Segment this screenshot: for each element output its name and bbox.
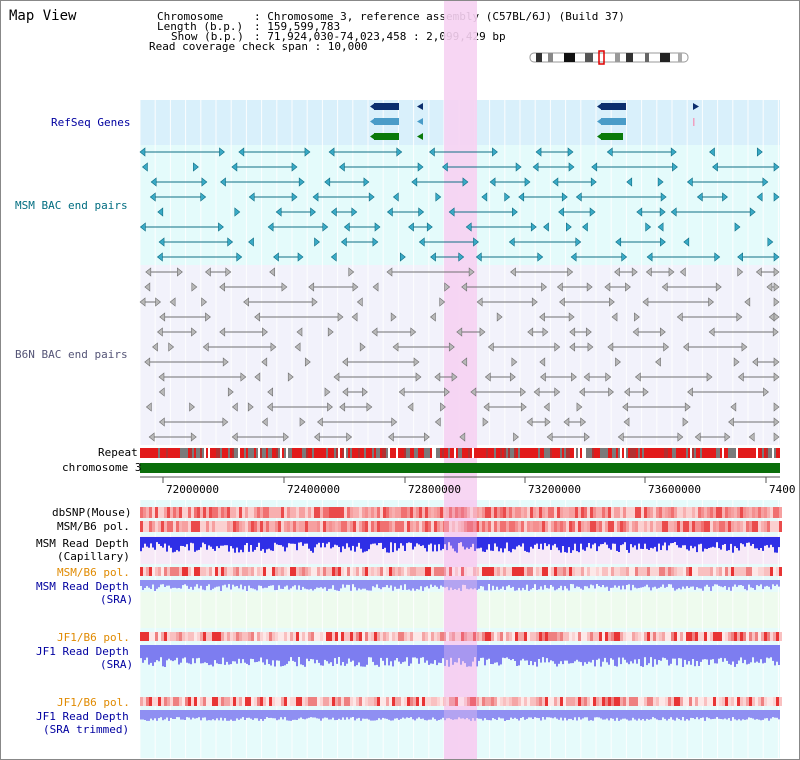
axis-tick-label: 7400: [769, 483, 796, 496]
variant-heat-tracks: [140, 507, 782, 706]
length-value: : 159,599,783: [254, 20, 341, 33]
coverage-span-text: Read coverage check span : 10,000: [149, 40, 368, 53]
length-label: Length (b.p.): [157, 20, 244, 33]
read-depth-tracks: [140, 537, 780, 721]
track-label-jf1-depth-sra[interactable]: JF1 Read Depth: [36, 645, 129, 658]
msm-bac-pairs[interactable]: [139, 147, 780, 262]
map-view-title: Map View: [9, 8, 77, 24]
track-label-repeat[interactable]: Repeat: [98, 446, 138, 459]
b6n-bac-pairs[interactable]: [139, 267, 780, 442]
track-label-msm-depth-cap[interactable]: MSM Read Depth: [36, 537, 129, 550]
chromosome-ideogram[interactable]: [529, 50, 689, 65]
axis-tick-label: 72400000: [287, 483, 340, 496]
axis-tick-label: 72000000: [166, 483, 219, 496]
highlight-overlay: [444, 500, 477, 760]
chromosome-label: Chromosome: [157, 10, 224, 23]
track-label-msm-depth-sra[interactable]: MSM Read Depth: [36, 580, 129, 593]
axis-tick-label: 73200000: [528, 483, 581, 496]
ideogram-position-marker: [598, 50, 605, 65]
track-label-jf1-depth-trim[interactable]: JF1 Read Depth: [36, 710, 129, 723]
track-label-jf1-pol-2[interactable]: JF1/B6 pol.: [57, 696, 130, 709]
track-label-jf1-depth-sra-sub: (SRA): [100, 658, 134, 671]
axis-tick-label: 72800000: [408, 483, 461, 496]
track-label-jf1-pol-1[interactable]: JF1/B6 pol.: [57, 631, 130, 644]
track-label-chromosome[interactable]: chromosome 3: [62, 461, 142, 474]
axis-tick-label: 73600000: [648, 483, 701, 496]
track-label-refseq[interactable]: RefSeq Genes: [51, 116, 131, 129]
repeat-track: [140, 448, 780, 458]
position-axis: [140, 476, 780, 483]
track-label-msm-depth-sra-sub: (SRA): [100, 593, 134, 606]
track-label-b6n-bac[interactable]: B6N BAC end pairs: [15, 348, 128, 361]
track-label-msm-depth-cap-sub: (Capillary): [57, 550, 130, 563]
track-label-msm-bac[interactable]: MSM BAC end pairs: [15, 199, 128, 212]
track-label-msm-pol-2[interactable]: MSM/B6 pol.: [57, 566, 130, 579]
track-label-dbsnp[interactable]: dbSNP(Mouse): [52, 506, 132, 519]
track-label-msm-pol[interactable]: MSM/B6 pol.: [57, 520, 130, 533]
show-label: Show (b.p.): [171, 30, 244, 43]
chromosome-bar: [140, 463, 780, 473]
refseq-gene-features[interactable]: [370, 103, 699, 140]
track-label-jf1-depth-trim-sub: (SRA trimmed): [43, 723, 130, 736]
